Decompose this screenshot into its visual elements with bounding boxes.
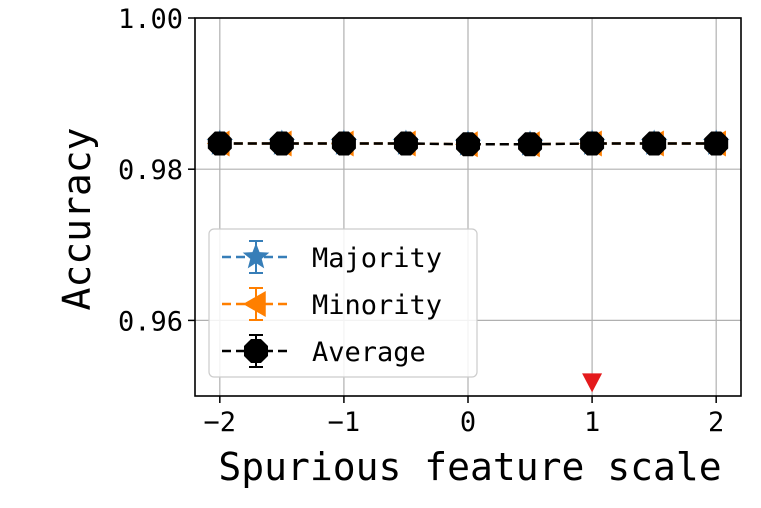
data-point <box>518 132 543 157</box>
x-tick-label: 1 <box>584 407 600 438</box>
data-point <box>580 131 605 156</box>
legend: Majority Minority Average <box>208 228 478 378</box>
legend-marker <box>242 243 270 269</box>
legend-label: Average <box>312 337 426 368</box>
x-tick-label: 2 <box>708 407 724 438</box>
y-tick-label: 0.96 <box>118 306 183 337</box>
axis-ticks: −2 −1 0 1 2 0.96 0.98 1.00 <box>118 4 724 438</box>
y-tick-label: 0.98 <box>118 155 183 186</box>
legend-marker <box>243 291 266 317</box>
data-point <box>331 131 356 156</box>
x-tick-label: −1 <box>328 407 361 438</box>
reference-marker <box>582 373 603 393</box>
legend-marker <box>243 338 269 364</box>
data-point <box>455 132 481 157</box>
series-line <box>219 142 717 146</box>
data-point <box>269 131 294 156</box>
series-layer <box>206 129 730 158</box>
x-tick-label: 0 <box>460 407 476 438</box>
legend-label: Minority <box>312 290 442 321</box>
series-average <box>207 131 729 157</box>
x-tick-label: −2 <box>204 407 237 438</box>
annotation-layer <box>582 373 603 393</box>
y-tick-label: 1.00 <box>118 4 183 35</box>
data-point <box>642 131 667 156</box>
legend-entry-majority: Majority <box>222 240 442 274</box>
data-point <box>704 131 729 156</box>
y-axis-label: Accuracy <box>55 127 99 310</box>
x-axis-label: Spurious feature scale <box>218 445 721 489</box>
legend-entry-average: Average <box>222 334 426 368</box>
data-point <box>393 131 418 156</box>
legend-entry-minority: Minority <box>222 287 442 321</box>
legend-label: Majority <box>312 243 442 274</box>
data-point <box>207 131 232 156</box>
legend-box <box>208 228 478 378</box>
